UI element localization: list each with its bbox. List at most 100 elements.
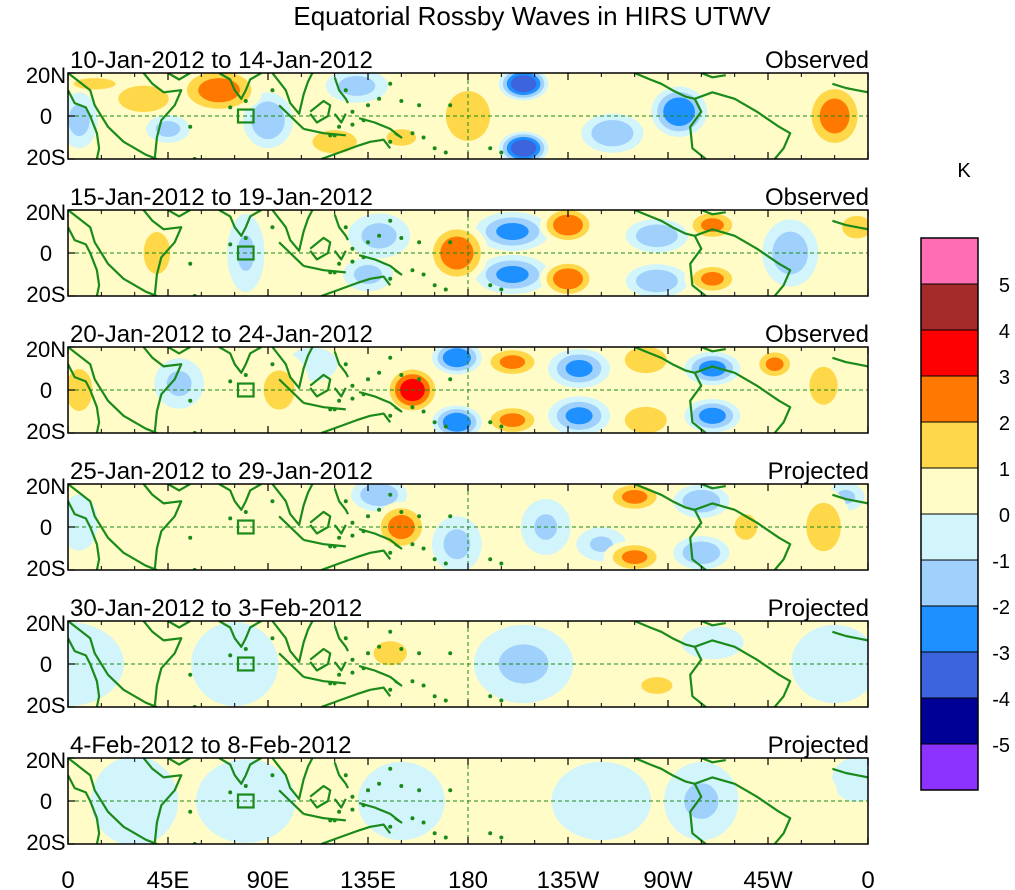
negative-anomaly-contour: [682, 541, 721, 565]
island: [350, 122, 355, 127]
colorbar-label: 1: [999, 459, 1010, 481]
positive-anomaly-contour: [118, 85, 169, 113]
coastline: [320, 823, 392, 844]
lat-tick-label: 20N: [26, 474, 66, 499]
negative-anomaly-contour: [442, 412, 471, 432]
coastline: [167, 347, 191, 355]
island: [432, 557, 437, 562]
panel-status: Projected: [768, 595, 869, 622]
island: [343, 362, 348, 367]
island: [432, 831, 437, 836]
island: [366, 103, 370, 108]
island: [417, 651, 422, 656]
island: [488, 831, 493, 836]
island: [350, 109, 355, 114]
anomaly-field: [68, 484, 865, 570]
positive-anomaly-contour: [553, 214, 583, 236]
coastline: [68, 347, 158, 433]
coastline: [142, 621, 183, 707]
positive-anomaly-contour: [387, 514, 415, 540]
positive-anomaly-contour: [621, 550, 648, 564]
island: [228, 105, 233, 110]
island: [417, 240, 422, 245]
island: [361, 118, 366, 123]
island: [488, 420, 493, 425]
island: [443, 561, 448, 566]
coastline: [303, 538, 346, 548]
island: [350, 670, 355, 675]
island: [350, 794, 355, 799]
island: [270, 499, 275, 504]
colorbar-swatch: [920, 559, 979, 607]
coastline: [271, 73, 314, 115]
colorbar-swatch: [920, 513, 979, 561]
reference-box: [236, 382, 255, 398]
coastline: [142, 347, 183, 433]
negative-anomaly-contour: [699, 407, 726, 424]
negative-anomaly-contour: [496, 222, 529, 241]
island: [488, 283, 493, 288]
coastline: [694, 639, 792, 707]
island: [332, 544, 337, 549]
island: [328, 133, 333, 138]
island: [328, 818, 333, 823]
coastline: [218, 484, 262, 511]
positive-anomaly-contour: [700, 218, 724, 232]
island: [270, 773, 275, 778]
coastline: [68, 621, 158, 707]
positive-anomaly-contour: [624, 406, 667, 433]
negative-anomaly-contour: [155, 120, 181, 137]
panel-4: 20N 0 20S 25-Jan-2012 to 29-Jan-2012 Project…: [26, 458, 869, 581]
island: [343, 499, 348, 504]
positive-anomaly-contour: [373, 641, 407, 666]
panel-date-range: 25-Jan-2012 to 29-Jan-2012: [70, 458, 373, 485]
island: [337, 535, 342, 540]
coastline: [309, 99, 332, 124]
island: [343, 773, 348, 778]
island: [188, 672, 193, 677]
coastline: [278, 104, 305, 130]
island: [243, 372, 248, 377]
coastline: [278, 515, 305, 541]
island: [417, 788, 422, 793]
island: [350, 259, 355, 264]
negative-anomaly-contour: [510, 75, 537, 93]
island: [361, 255, 366, 260]
coastline: [333, 213, 349, 241]
island: [448, 240, 453, 245]
negative-anomaly-contour: [353, 264, 383, 285]
coastline: [309, 236, 332, 261]
coastline: [689, 98, 707, 159]
coastline: [333, 250, 347, 261]
island: [399, 98, 404, 103]
island: [337, 398, 342, 403]
chart-title: Equatorial Rossby Waves in HIRS UTWV: [293, 1, 771, 31]
coastline: [309, 510, 332, 535]
negative-anomaly-contour: [251, 101, 285, 140]
island: [388, 81, 393, 86]
coastline: [700, 73, 726, 79]
coastline: [358, 117, 403, 139]
island: [337, 809, 342, 814]
coastline: [333, 76, 349, 104]
island: [410, 268, 415, 273]
negative-anomaly-contour: [681, 625, 744, 660]
island: [243, 98, 248, 103]
colorbar-swatch: [920, 743, 979, 791]
coastlines: [68, 484, 868, 570]
coastline: [689, 783, 707, 844]
negative-anomaly-contour: [191, 622, 279, 706]
coastline: [218, 347, 262, 374]
coastline: [68, 484, 158, 570]
negative-anomaly-contour: [510, 139, 537, 157]
panel-3: 20N 0 20S 20-Jan-2012 to 24-Jan-2012 Observe…: [26, 321, 869, 444]
lat-tick-label: 20N: [26, 200, 66, 225]
panel-status: Projected: [768, 458, 869, 485]
colorbar-units-label: K: [957, 160, 971, 182]
colorbar-swatch: [920, 605, 979, 653]
colorbar-swatch: [920, 467, 979, 515]
island: [243, 235, 248, 240]
coastline: [303, 127, 346, 137]
coastline: [333, 113, 347, 124]
